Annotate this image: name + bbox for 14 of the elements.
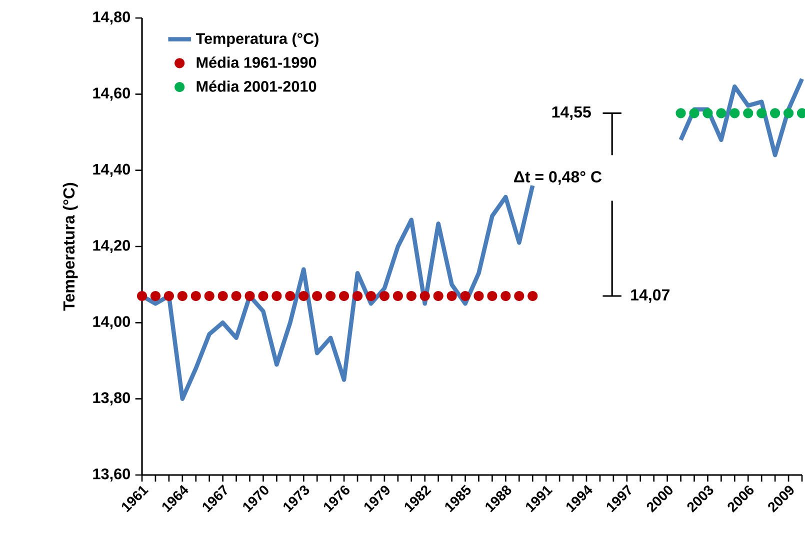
annotation: Δt = 0,48° C (514, 171, 602, 185)
annotation: 14,55 (552, 106, 591, 120)
annotation: 14,07 (631, 289, 670, 303)
y-tick-label: 13,80 (93, 392, 130, 406)
y-tick-label: 14,40 (93, 164, 130, 177)
y-tick-label: 14,20 (93, 240, 130, 254)
legend-label: Média 1961-1990 (196, 56, 316, 68)
y-tick-label: 13,60 (93, 468, 130, 482)
legend-label: Média 2001-2010 (196, 80, 316, 92)
y-axis-title: Temperatura (°C) (62, 182, 78, 311)
legend-label: Temperatura (°C) (196, 32, 318, 48)
y-tick-label: 14,60 (93, 88, 130, 101)
y-tick-label: 14,00 (93, 316, 130, 330)
y-tick-label: 14,80 (93, 11, 130, 25)
